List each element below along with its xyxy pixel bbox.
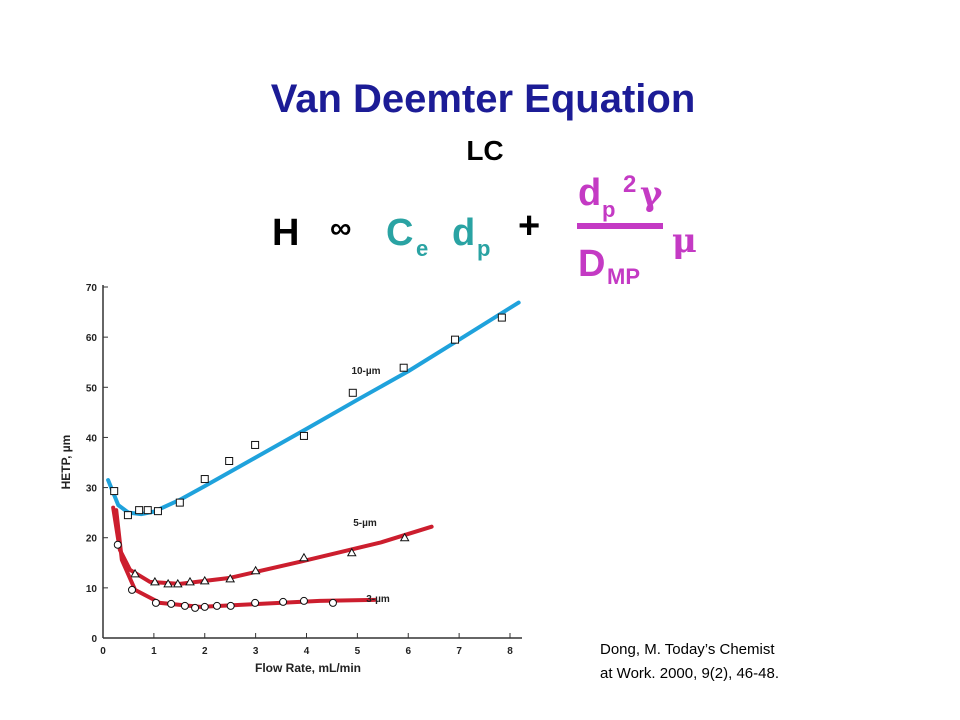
marker <box>348 388 357 397</box>
series-label: 5-µm <box>353 518 377 529</box>
marker <box>399 363 408 372</box>
x-tick-label: 1 <box>151 646 157 657</box>
marker <box>135 506 144 515</box>
marker <box>151 598 160 607</box>
marker <box>225 573 236 583</box>
eq-term: C <box>386 212 413 254</box>
marker <box>167 599 176 608</box>
marker <box>180 601 189 610</box>
eq-sub: e <box>416 236 428 261</box>
eq-den: D <box>578 243 605 285</box>
marker <box>225 456 234 465</box>
marker <box>150 576 160 586</box>
eq-num: γ <box>640 174 663 214</box>
marker <box>200 475 209 484</box>
marker <box>451 335 460 344</box>
x-tick-label: 6 <box>405 646 411 657</box>
y-tick-label: 40 <box>86 433 98 444</box>
fit-curve <box>106 300 521 517</box>
marker <box>123 511 132 520</box>
marker <box>127 585 136 594</box>
y-tick-label: 30 <box>86 484 98 495</box>
marker <box>175 498 184 507</box>
marker <box>172 578 183 588</box>
marker <box>250 565 261 575</box>
title: Van Deemter Equation <box>271 77 696 121</box>
eq-lhs: H <box>272 212 299 254</box>
marker <box>199 575 210 585</box>
y-tick-label: 20 <box>86 534 98 545</box>
x-tick-label: 3 <box>253 646 259 657</box>
marker <box>328 598 337 607</box>
equation: H ∞ C e d p + d p 2 γ D MP μ <box>272 171 697 289</box>
marker <box>226 601 235 610</box>
marker <box>251 440 260 449</box>
eq-term: d <box>452 212 475 254</box>
marker <box>299 552 309 562</box>
marker <box>153 507 162 516</box>
marker <box>299 596 308 605</box>
marker <box>113 540 122 549</box>
marker <box>191 603 200 612</box>
eq-sub: MP <box>607 264 640 289</box>
y-tick-label: 10 <box>86 584 98 595</box>
fit-curve <box>111 505 434 586</box>
eq-sup: 2 <box>623 171 636 198</box>
x-tick-label: 7 <box>456 646 462 657</box>
y-tick-label: 70 <box>86 283 98 294</box>
chart: Flow Rate, mL/min HETP, µm 0102030405060… <box>59 283 522 675</box>
x-tick-label: 0 <box>100 646 106 657</box>
x-tick-label: 2 <box>202 646 208 657</box>
x-tick-label: 8 <box>507 646 513 657</box>
x-axis-label: Flow Rate, mL/min <box>255 661 361 675</box>
marker <box>200 602 209 611</box>
series-label: 10-µm <box>351 366 380 377</box>
citation: Dong, M. Today’s Chemist <box>600 641 775 658</box>
x-tick-label: 5 <box>355 646 361 657</box>
marker <box>346 547 357 557</box>
marker <box>212 601 221 610</box>
eq-sub: p <box>477 236 490 261</box>
eq-num: d <box>578 172 601 214</box>
x-tick-label: 4 <box>304 646 310 657</box>
subtitle: LC <box>466 135 503 166</box>
marker <box>185 576 195 586</box>
y-tick-label: 50 <box>86 383 98 394</box>
y-axis-label: HETP, µm <box>59 435 73 490</box>
marker <box>279 597 288 606</box>
citation: at Work. 2000, 9(2), 46-48. <box>600 665 779 682</box>
marker <box>399 532 410 542</box>
series-label: 3-µm <box>366 594 390 605</box>
y-tick-label: 0 <box>91 634 97 645</box>
marker <box>299 431 308 440</box>
eq-sub: p <box>602 197 615 222</box>
marker <box>497 313 506 322</box>
eq-factor: μ <box>672 221 697 261</box>
eq-relation: ∞ <box>330 212 351 245</box>
marker <box>163 578 173 588</box>
eq-plus: + <box>518 205 540 247</box>
fit-curve <box>114 508 377 609</box>
y-tick-label: 60 <box>86 333 98 344</box>
marker <box>251 598 260 607</box>
marker <box>130 568 140 578</box>
marker <box>110 487 119 496</box>
marker <box>143 506 152 515</box>
